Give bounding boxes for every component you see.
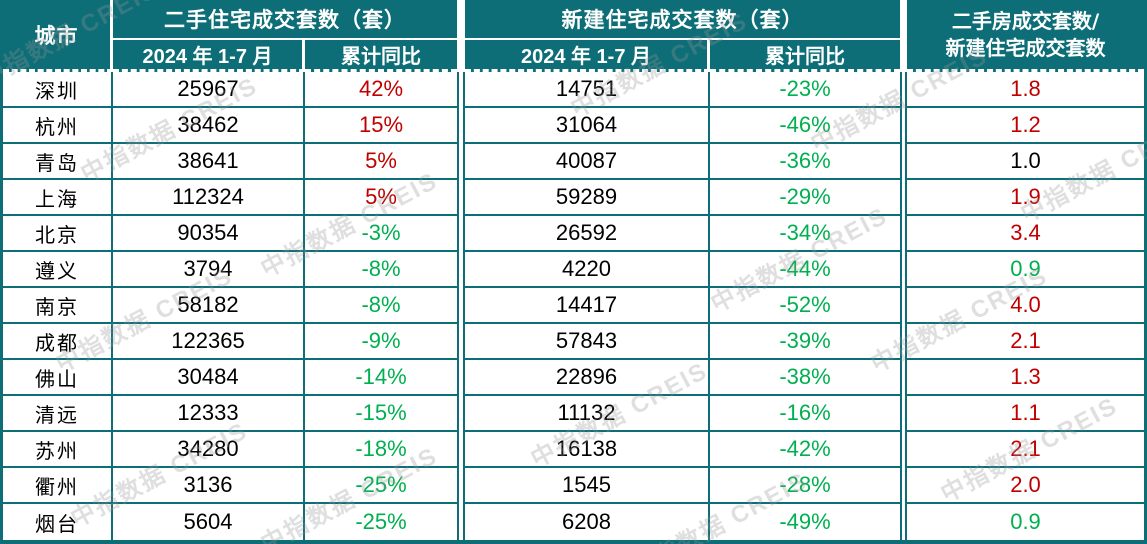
ratio-cell: 0.9 — [907, 504, 1144, 540]
sh-value-cell: 3136 — [113, 468, 305, 504]
ratio-column-header: 二手房成交套数/ 新建住宅成交套数 — [907, 0, 1144, 72]
ratio-cell: 4.0 — [907, 288, 1144, 324]
sh-yoy-cell: -14% — [305, 360, 457, 396]
city-cell: 青岛 — [3, 144, 113, 180]
city-cell: 成都 — [3, 324, 113, 360]
new-value-cell: 57843 — [465, 324, 710, 360]
sh-yoy-cell: -8% — [305, 288, 457, 324]
new-yoy-cell: -52% — [710, 288, 900, 324]
ratio-cell: 3.4 — [907, 216, 1144, 252]
city-cell: 南京 — [3, 288, 113, 324]
sh-yoy-cell: 5% — [305, 144, 457, 180]
sh-value-cell: 30484 — [113, 360, 305, 396]
sh-value-cell: 38641 — [113, 144, 305, 180]
city-cell: 佛山 — [3, 360, 113, 396]
city-cell: 上海 — [3, 180, 113, 216]
ratio-cell: 2.1 — [907, 432, 1144, 468]
sh-value-cell: 38462 — [113, 108, 305, 144]
new-yoy-cell: -46% — [710, 108, 900, 144]
newhome-section-header: 新建住宅成交套数（套） — [465, 0, 900, 40]
new-yoy-cell: -29% — [710, 180, 900, 216]
new-yoy-cell: -23% — [710, 72, 900, 108]
sh-yoy-cell: -8% — [305, 252, 457, 288]
new-value-cell: 6208 — [465, 504, 710, 540]
city-cell: 苏州 — [3, 432, 113, 468]
new-value-cell: 22896 — [465, 360, 710, 396]
new-value-cell: 40087 — [465, 144, 710, 180]
new-yoy-cell: -28% — [710, 468, 900, 504]
ratio-cell: 1.1 — [907, 396, 1144, 432]
city-cell: 深圳 — [3, 72, 113, 108]
sh-value-cell: 5604 — [113, 504, 305, 540]
sh-yoy-cell: -3% — [305, 216, 457, 252]
section-gap-band-1 — [457, 72, 465, 540]
ratio-cell: 1.9 — [907, 180, 1144, 216]
secondhand-section-header: 二手住宅成交套数（套） — [113, 0, 457, 40]
sh-yoy-cell: 15% — [305, 108, 457, 144]
sh-yoy-cell: -18% — [305, 432, 457, 468]
sh-value-cell: 122365 — [113, 324, 305, 360]
new-yoy-cell: -39% — [710, 324, 900, 360]
sh-yoy-cell: -15% — [305, 396, 457, 432]
section-gap-band-2 — [900, 72, 907, 540]
sh-value-cell: 3794 — [113, 252, 305, 288]
newhome-period-subheader: 2024 年 1-7 月 — [465, 40, 710, 72]
city-cell: 杭州 — [3, 108, 113, 144]
city-cell: 北京 — [3, 216, 113, 252]
new-yoy-cell: -38% — [710, 360, 900, 396]
sh-yoy-cell: -25% — [305, 468, 457, 504]
ratio-cell: 1.8 — [907, 72, 1144, 108]
sh-value-cell: 58182 — [113, 288, 305, 324]
city-cell: 清远 — [3, 396, 113, 432]
new-value-cell: 14751 — [465, 72, 710, 108]
new-value-cell: 11132 — [465, 396, 710, 432]
section-gap-top-2 — [900, 0, 907, 72]
sh-value-cell: 12333 — [113, 396, 305, 432]
newhome-yoy-subheader: 累计同比 — [710, 40, 900, 72]
new-value-cell: 16138 — [465, 432, 710, 468]
new-yoy-cell: -36% — [710, 144, 900, 180]
new-value-cell: 31064 — [465, 108, 710, 144]
sh-yoy-cell: -9% — [305, 324, 457, 360]
secondhand-yoy-subheader: 累计同比 — [305, 40, 457, 72]
city-column-header: 城市 — [3, 0, 113, 72]
ratio-cell: 1.3 — [907, 360, 1144, 396]
ratio-header-line2: 新建住宅成交套数 — [945, 35, 1106, 60]
new-yoy-cell: -34% — [710, 216, 900, 252]
secondhand-period-subheader: 2024 年 1-7 月 — [113, 40, 305, 72]
ratio-cell: 1.0 — [907, 144, 1144, 180]
ratio-header-line1: 二手房成交套数/ — [951, 8, 1100, 33]
sh-value-cell: 90354 — [113, 216, 305, 252]
sh-yoy-cell: -25% — [305, 504, 457, 540]
new-value-cell: 59289 — [465, 180, 710, 216]
sh-yoy-cell: 42% — [305, 72, 457, 108]
new-value-cell: 4220 — [465, 252, 710, 288]
new-value-cell: 1545 — [465, 468, 710, 504]
ratio-cell: 2.0 — [907, 468, 1144, 504]
sh-yoy-cell: 5% — [305, 180, 457, 216]
sh-value-cell: 112324 — [113, 180, 305, 216]
new-yoy-cell: -49% — [710, 504, 900, 540]
new-yoy-cell: -16% — [710, 396, 900, 432]
new-value-cell: 26592 — [465, 216, 710, 252]
city-cell: 衢州 — [3, 468, 113, 504]
section-gap-top-1 — [457, 0, 465, 72]
sh-value-cell: 25967 — [113, 72, 305, 108]
city-cell: 遵义 — [3, 252, 113, 288]
ratio-cell: 1.2 — [907, 108, 1144, 144]
ratio-cell: 2.1 — [907, 324, 1144, 360]
sh-value-cell: 34280 — [113, 432, 305, 468]
ratio-cell: 0.9 — [907, 252, 1144, 288]
city-cell: 烟台 — [3, 504, 113, 540]
new-yoy-cell: -44% — [710, 252, 900, 288]
new-yoy-cell: -42% — [710, 432, 900, 468]
new-value-cell: 14417 — [465, 288, 710, 324]
